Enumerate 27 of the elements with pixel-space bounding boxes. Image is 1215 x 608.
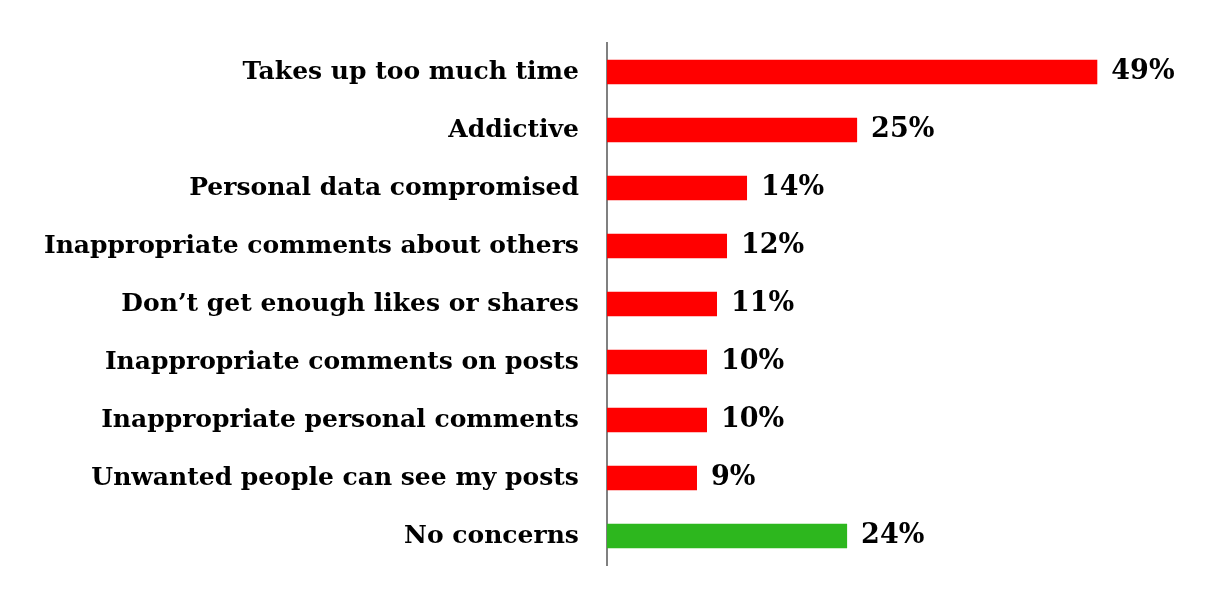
data-label: 14%	[761, 170, 825, 202]
y-tick-label: No concerns	[404, 519, 579, 549]
bar	[606, 465, 697, 491]
data-label: 49%	[1111, 54, 1175, 86]
data-label: 10%	[721, 402, 785, 434]
bar	[606, 523, 848, 549]
data-label: 11%	[731, 286, 795, 318]
data-label: 9%	[710, 460, 756, 492]
y-tick-label: Inappropriate comments on posts	[104, 345, 579, 375]
data-label: 12%	[741, 228, 805, 260]
y-tick-label: Don’t get enough likes or shares	[121, 287, 579, 317]
y-tick-label: Unwanted people can see my posts	[91, 461, 579, 491]
bar	[606, 233, 728, 259]
bar	[606, 291, 718, 317]
bar	[606, 59, 1098, 85]
bar	[606, 117, 858, 143]
y-tick-label: Personal data compromised	[189, 171, 579, 201]
bar	[606, 407, 707, 433]
bar	[606, 175, 748, 201]
data-label: 10%	[721, 344, 785, 376]
data-label: 25%	[871, 112, 935, 144]
y-tick-label: Addictive	[447, 113, 579, 143]
data-label: 24%	[861, 518, 925, 550]
y-tick-label: Takes up too much time	[242, 55, 579, 85]
y-tick-label: Inappropriate comments about others	[43, 229, 579, 259]
y-tick-label: Inappropriate personal comments	[101, 403, 579, 433]
bar	[606, 349, 707, 375]
